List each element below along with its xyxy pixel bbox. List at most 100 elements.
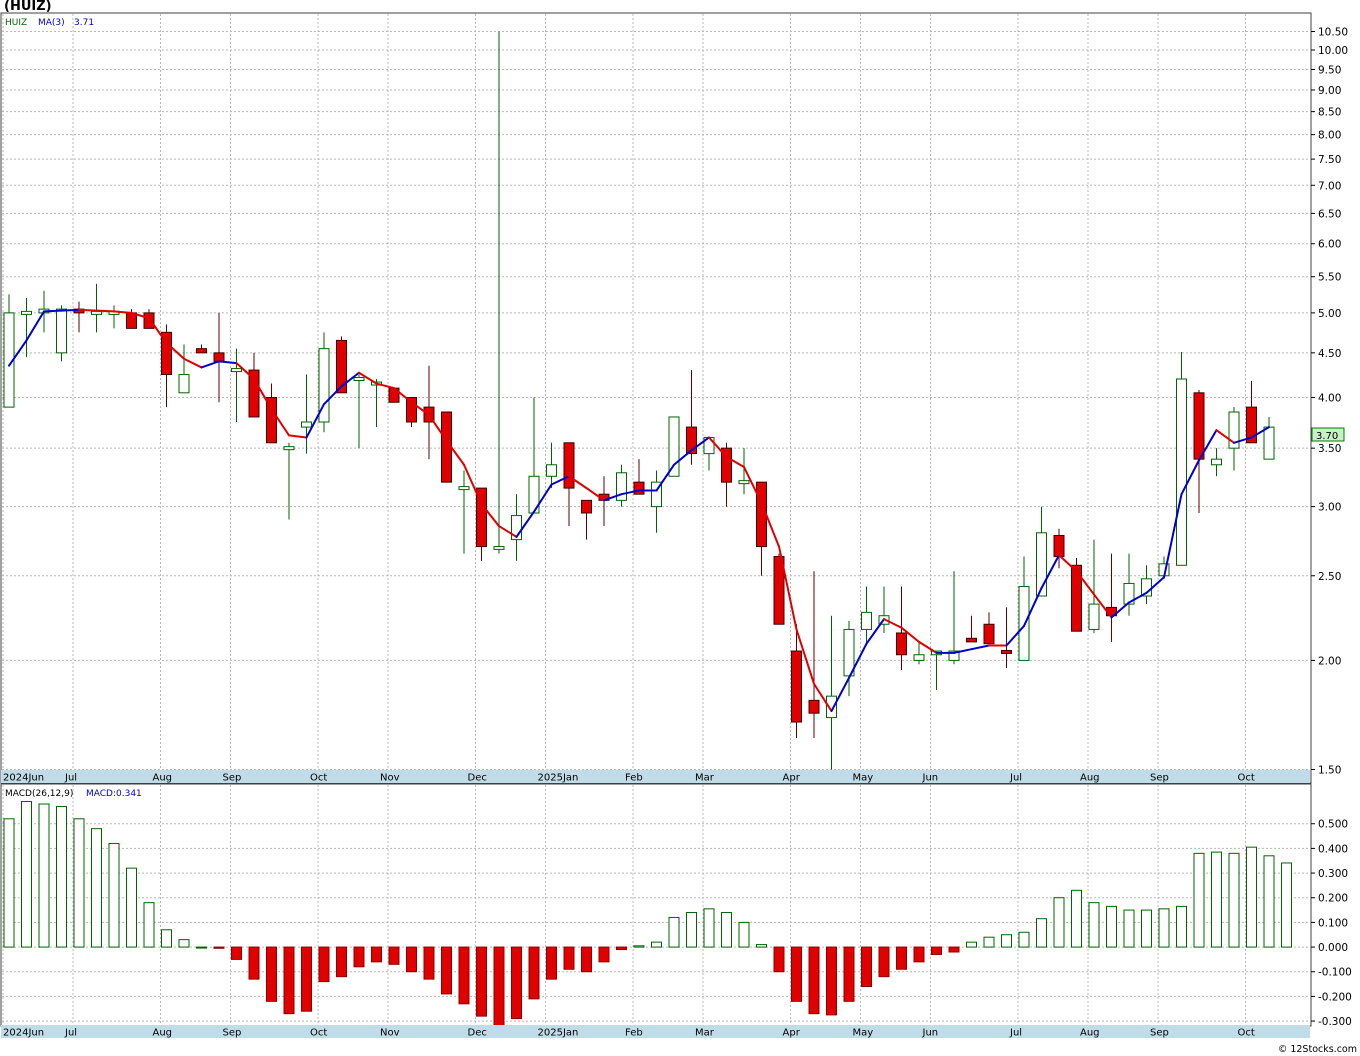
candle: [651, 470, 662, 533]
macd-bar: [1228, 852, 1240, 948]
price-y-tick-label: 5.50: [1318, 272, 1341, 284]
macd-bar: [948, 946, 960, 953]
candle: [773, 553, 785, 625]
price-x-tick-label: Feb: [625, 773, 643, 784]
candle-body: [1053, 535, 1065, 558]
candle: [563, 442, 575, 527]
ma3-segment: [848, 642, 868, 679]
ma3-segment: [200, 360, 220, 369]
price-x-tick-label: Sep: [223, 773, 242, 784]
macd-bar: [196, 946, 207, 949]
price-y-tick-label: 10.50: [1318, 27, 1348, 39]
macd-bar: [266, 946, 277, 1002]
macd-bar: [651, 941, 662, 948]
price-y-tick-label: 8.50: [1318, 107, 1341, 119]
ma3-segment: [78, 308, 98, 312]
candle-body: [756, 481, 767, 548]
price-x-tick-label: Sep: [1150, 773, 1169, 784]
candle-body: [318, 348, 330, 423]
candle: [318, 332, 330, 433]
price-y-tick-label: 4.50: [1318, 348, 1341, 360]
macd-bar: [1106, 905, 1117, 948]
candle-body: [1123, 582, 1135, 605]
candle-body: [948, 650, 960, 661]
ma3-segment: [270, 408, 290, 437]
macd-y-tick-label: 0.400: [1318, 843, 1348, 855]
candle: [826, 615, 837, 770]
candle-body: [1018, 586, 1030, 661]
price-y-tick-label: 6.50: [1318, 208, 1341, 220]
ma3-segment: [498, 525, 518, 538]
candle: [1246, 380, 1257, 444]
macd-bar: [966, 941, 977, 948]
price-x-tick-label: 2025Jan: [538, 773, 579, 784]
candle: [248, 352, 260, 418]
candle: [353, 374, 365, 449]
candle-body: [1246, 406, 1257, 444]
price-y-axis: 10.50 10.00 9.50 9.00 8.50 8.00 7.50 7.00 6.50 6.…: [1311, 27, 1348, 777]
price-x-tick-label: 2024Jun: [3, 773, 44, 784]
macd-x-tick-label: Jun: [922, 1028, 939, 1039]
macd-x-tick-label: Apr: [783, 1028, 801, 1039]
candle-body: [301, 421, 312, 428]
price-y-tick-label: 7.50: [1318, 154, 1341, 166]
ma3-segment: [568, 475, 588, 490]
candle-body: [458, 486, 470, 491]
ma3-line: [8, 308, 1270, 713]
macd-bar: [1036, 918, 1047, 948]
candle-body: [1193, 392, 1205, 460]
candle-body: [668, 416, 680, 477]
ma3-segment: [288, 434, 308, 439]
candle-body: [651, 481, 662, 508]
candle: [668, 416, 680, 477]
macd-y-tick-label: 0.100: [1318, 917, 1348, 929]
ma3-segment: [60, 308, 80, 312]
price-x-tick-label: Aug: [1080, 773, 1100, 784]
candle: [1036, 506, 1047, 597]
macd-x-tick-label: 2024Jun: [3, 1028, 44, 1039]
macd-bar: [791, 946, 802, 1002]
candle-body: [1211, 458, 1222, 466]
price-y-tick-label: 5.00: [1318, 308, 1341, 320]
price-x-tick-label: Oct: [310, 773, 327, 784]
ma3-segment: [603, 493, 623, 502]
macd-bar: [56, 805, 67, 948]
macd-x-tick-label: 2025Jan: [538, 1028, 579, 1039]
last-price-marker: 3.70: [1311, 427, 1345, 442]
candle-body: [21, 310, 32, 315]
macd-y-tick-label: 0.000: [1318, 942, 1348, 954]
candle: [301, 374, 312, 454]
macd-bar: [213, 946, 225, 949]
macd-bar: [1141, 909, 1152, 948]
candle: [1001, 607, 1012, 669]
ma3-segment: [480, 503, 500, 528]
candle-body: [1036, 532, 1047, 597]
macd-bar: [178, 939, 190, 948]
ma3-segment: [340, 371, 360, 388]
footer-credit: © 12Stocks.com: [1278, 1044, 1357, 1055]
macd-bar: [843, 946, 855, 1002]
candle: [1176, 352, 1187, 566]
candle-body: [633, 481, 645, 495]
candle-body: [56, 308, 67, 354]
ma-label: MA(3): [38, 18, 65, 28]
macd-bar: [1211, 851, 1222, 948]
price-x-tick-label: May: [853, 773, 874, 784]
macd-x-tick-label: Feb: [625, 1028, 643, 1039]
candle: [1211, 448, 1222, 477]
candle: [1228, 407, 1240, 471]
price-y-tick-label: 8.00: [1318, 130, 1341, 142]
price-y-tick-label: 6.00: [1318, 239, 1341, 251]
macd-bar: [108, 842, 120, 948]
macd-x-tick-label: Nov: [380, 1028, 400, 1039]
ma3-segment: [830, 676, 850, 713]
candle-body: [1176, 378, 1187, 566]
candle-body: [896, 632, 907, 656]
macd-bar: [756, 944, 767, 948]
price-x-tick-label: Aug: [153, 773, 173, 784]
ma3-segment: [8, 339, 28, 367]
macd-x-tick-label: Dec: [468, 1028, 487, 1039]
ma3-segment: [25, 310, 45, 342]
candle: [196, 344, 207, 354]
